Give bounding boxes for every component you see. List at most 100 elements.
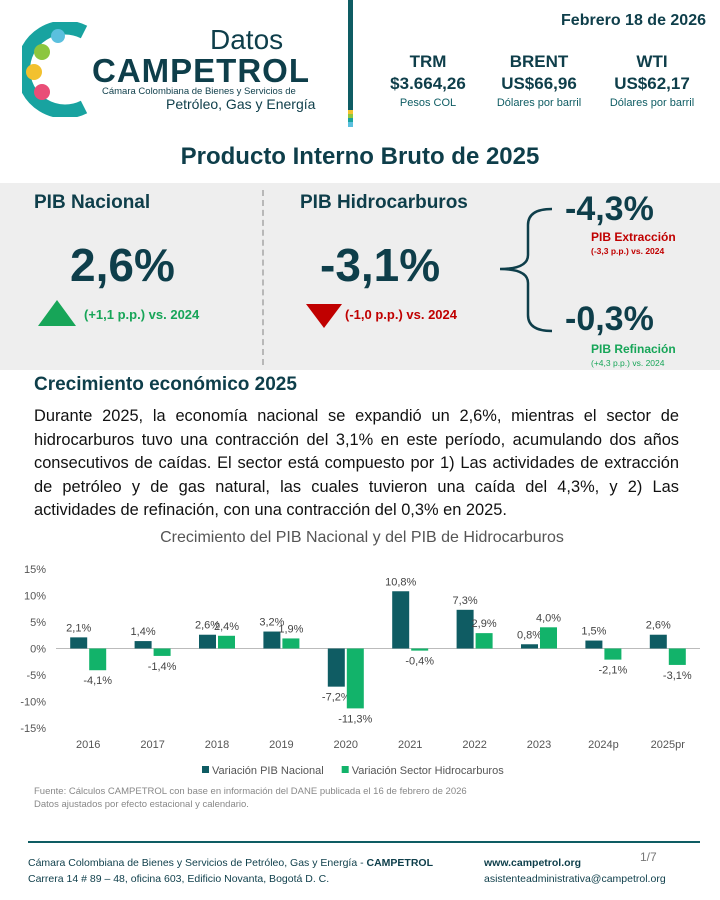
bar (392, 591, 410, 649)
value-label: -2,1% (599, 665, 628, 677)
sub-value: -0,3% (565, 300, 654, 338)
y-tick-label: 10% (24, 591, 46, 603)
chart-title: Crecimiento del PIB Nacional y del PIB d… (160, 529, 564, 546)
indicator-unit: Dólares por barril (609, 97, 695, 109)
date: Febrero 18 de 2026 (561, 12, 706, 29)
indicator-name: BRENT (509, 52, 569, 71)
x-tick-label: 2019 (269, 739, 293, 751)
legend-swatch (341, 766, 349, 773)
page-title: Producto Interno Bruto de 2025 (180, 143, 540, 170)
bar (411, 648, 429, 651)
sub-change: (-3,3 p.p.) vs. 2024 (591, 246, 665, 256)
x-tick-label: 2020 (334, 739, 358, 751)
bar (585, 640, 603, 649)
sub-value: -4,3% (565, 190, 654, 228)
value-label: 2,6% (195, 620, 220, 632)
value-label: -3,1% (663, 670, 692, 682)
x-tick-label: 2024p (588, 739, 619, 751)
bar (521, 644, 538, 649)
paragraph: Durante 2025, la economía nacional se ex… (34, 407, 679, 519)
value-label: 1,5% (581, 626, 606, 638)
value-label: 2,6% (646, 620, 671, 632)
bar (282, 638, 300, 649)
legend-label: Variación PIB Nacional (212, 765, 324, 777)
panel-divider (262, 190, 264, 365)
value-label: 0,8% (517, 629, 542, 641)
bar (475, 633, 493, 649)
brace (499, 207, 553, 333)
bar (134, 641, 152, 649)
logo-line: Petróleo, Gas y Energía (166, 96, 316, 112)
stripe (348, 122, 353, 127)
bar (218, 635, 235, 649)
bar (604, 648, 622, 660)
x-tick-label: 2017 (140, 739, 164, 751)
panel-value: -3,1% (320, 239, 441, 291)
divider (348, 0, 353, 110)
panel-change: (-1,0 p.p.) vs. 2024 (345, 307, 457, 322)
legend-label: Variación Sector Hidrocarburos (352, 765, 505, 777)
value-label: 1,9% (278, 623, 303, 635)
source-line: Fuente: Cálculos CAMPETROL con base en i… (34, 786, 467, 797)
footer-org: Cámara Colombiana de Bienes y Servicios … (28, 857, 433, 869)
page-number: 1/7 (640, 850, 657, 864)
footer-org-text: Cámara Colombiana de Bienes y Servicios … (28, 857, 367, 869)
value-label: 4,0% (536, 612, 561, 624)
y-tick-label: -10% (20, 697, 46, 709)
panel (0, 183, 720, 370)
footer-email[interactable]: asistenteadministrativa@campetrol.org (484, 873, 666, 885)
x-tick-label: 2021 (398, 739, 422, 751)
panel-label: PIB Nacional (34, 192, 151, 213)
value-label: 10,8% (385, 576, 416, 588)
indicator-name: TRM (409, 52, 447, 71)
value-label: 2,1% (66, 622, 91, 634)
bar (89, 648, 107, 671)
panel-value: 2,6% (70, 239, 175, 291)
x-tick-label: 2023 (527, 739, 551, 751)
x-tick-label: 2018 (205, 739, 229, 751)
value-label: 3,2% (259, 617, 284, 629)
indicator: TRM $3.664,26 Pesos COL (373, 52, 483, 109)
footer-address: Carrera 14 # 89 – 48, oficina 603, Edifi… (28, 873, 330, 885)
logo-line: Cámara Colombiana de Bienes y Servicios … (102, 86, 296, 97)
bar (540, 627, 557, 649)
value-label: -11,3% (338, 713, 372, 725)
indicator-value: $3.664,26 (390, 74, 466, 93)
bar (327, 648, 345, 687)
source-line: Datos ajustados por efecto estacional y … (34, 799, 249, 810)
indicator-value: US$62,17 (614, 74, 690, 93)
x-tick-label: 2025pr (651, 739, 686, 751)
y-tick-label: -5% (26, 670, 46, 682)
logo-top: Datos (210, 24, 284, 55)
x-tick-label: 2022 (462, 739, 486, 751)
y-tick-label: 0% (30, 644, 46, 656)
footer-web[interactable]: www.campetrol.org (484, 857, 582, 869)
indicator-name: WTI (636, 52, 668, 71)
y-tick-label: 15% (24, 564, 46, 576)
down-arrow (306, 304, 342, 328)
logo-name: CAMPETROL (92, 52, 310, 89)
value-label: -7,2% (322, 692, 351, 704)
bar (649, 634, 667, 649)
stripe (348, 114, 353, 118)
panel-change: (+1,1 p.p.) vs. 2024 (84, 307, 200, 322)
stripe (348, 110, 353, 114)
chart: Crecimiento del PIB Nacional y del PIB d… (20, 529, 700, 777)
footer-org-bold: CAMPETROL (366, 857, 434, 869)
bar (70, 637, 88, 649)
section-heading: Crecimiento económico 2025 (34, 374, 297, 395)
x-tick-label: 2016 (76, 739, 100, 751)
value-label: -0,4% (405, 656, 434, 668)
y-tick-label: 5% (30, 617, 46, 629)
sub-label: PIB Refinación (591, 342, 676, 356)
legend-swatch (202, 766, 209, 773)
value-label: -4,1% (83, 675, 112, 687)
bar (346, 648, 364, 709)
indicator-unit: Dólares por barril (496, 97, 582, 109)
sub-change: (+4,3 p.p.) vs. 2024 (591, 358, 665, 368)
indicator-value: US$66,96 (501, 74, 577, 93)
value-label: 1,4% (131, 626, 156, 638)
sub-label: PIB Extracción (591, 230, 676, 244)
bar (456, 609, 474, 649)
